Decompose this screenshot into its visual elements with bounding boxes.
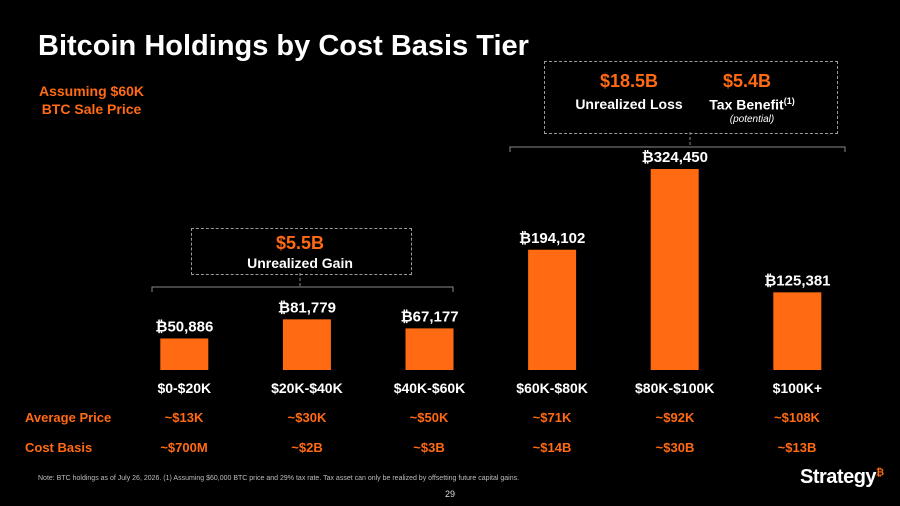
tax-benefit-label: Tax Benefit(1) bbox=[709, 96, 795, 113]
tax-benefit-value: $5.4B bbox=[722, 71, 772, 91]
average-price-value: ~$108K bbox=[774, 410, 820, 425]
bar-data-label: ₿125,381 bbox=[764, 272, 830, 289]
assumption-line-1: Assuming $60K bbox=[38, 83, 145, 99]
tax-benefit-note: (potential) bbox=[729, 114, 775, 125]
category-label: $80K-$100K bbox=[635, 380, 714, 396]
cost-basis-value: ~$3B bbox=[413, 440, 445, 455]
average-price-value: ~$71K bbox=[532, 410, 572, 425]
gain-bracket bbox=[151, 286, 454, 292]
cost-basis-label: Cost Basis bbox=[25, 440, 93, 455]
footnote: Note: BTC holdings as of July 26, 2026. … bbox=[38, 475, 520, 482]
average-price-label: Average Price bbox=[25, 410, 112, 425]
average-price-value: ~$13K bbox=[164, 410, 204, 425]
gain-value: $5.5B bbox=[275, 233, 325, 253]
unrealized-loss-callout bbox=[544, 61, 838, 134]
loss-value: $18.5B bbox=[599, 71, 659, 91]
assumption-line-2: BTC Sale Price bbox=[41, 101, 142, 117]
assumption-text: Assuming $60K BTC Sale Price bbox=[34, 82, 149, 118]
bar-data-label: ₿194,102 bbox=[519, 230, 585, 247]
bar bbox=[773, 292, 822, 370]
cost-basis-value: ~$30B bbox=[655, 440, 695, 455]
bar-data-label: ₿50,886 bbox=[155, 318, 213, 335]
bar-chart: ₿50,886 $0-$20K ₿81,779 $20K-$40K ₿67,177 $40… bbox=[151, 132, 846, 396]
category-label: $20K-$40K bbox=[271, 380, 343, 396]
category-label: $100K+ bbox=[773, 380, 822, 396]
bar bbox=[282, 319, 331, 370]
category-label: $0-$20K bbox=[157, 380, 211, 396]
cost-basis-value: ~$700M bbox=[160, 440, 208, 455]
bar bbox=[528, 249, 577, 370]
category-label: $60K-$80K bbox=[516, 380, 588, 396]
average-price-value: ~$92K bbox=[655, 410, 695, 425]
bar-data-label: ₿324,450 bbox=[641, 149, 707, 166]
cost-basis-value: ~$2B bbox=[291, 440, 323, 455]
bar bbox=[160, 338, 209, 370]
bar bbox=[650, 169, 699, 370]
cost-basis-value: ~$13B bbox=[777, 440, 817, 455]
strategy-logo: Strategy₿ bbox=[800, 466, 884, 488]
bar-data-label: ₿81,779 bbox=[278, 299, 336, 316]
bar-data-label: ₿67,177 bbox=[400, 308, 458, 325]
average-price-value: ~$50K bbox=[409, 410, 449, 425]
bar bbox=[405, 328, 454, 370]
loss-bracket bbox=[509, 146, 846, 152]
page-number: 29 bbox=[444, 489, 455, 499]
average-price-value: ~$30K bbox=[287, 410, 327, 425]
page-title: Bitcoin Holdings by Cost Basis Tier bbox=[38, 30, 529, 62]
category-label: $40K-$60K bbox=[394, 380, 466, 396]
unrealized-gain-callout bbox=[191, 228, 412, 275]
cost-basis-value: ~$14B bbox=[532, 440, 572, 455]
loss-label: Unrealized Loss bbox=[575, 96, 683, 112]
gain-label: Unrealized Gain bbox=[247, 255, 353, 271]
